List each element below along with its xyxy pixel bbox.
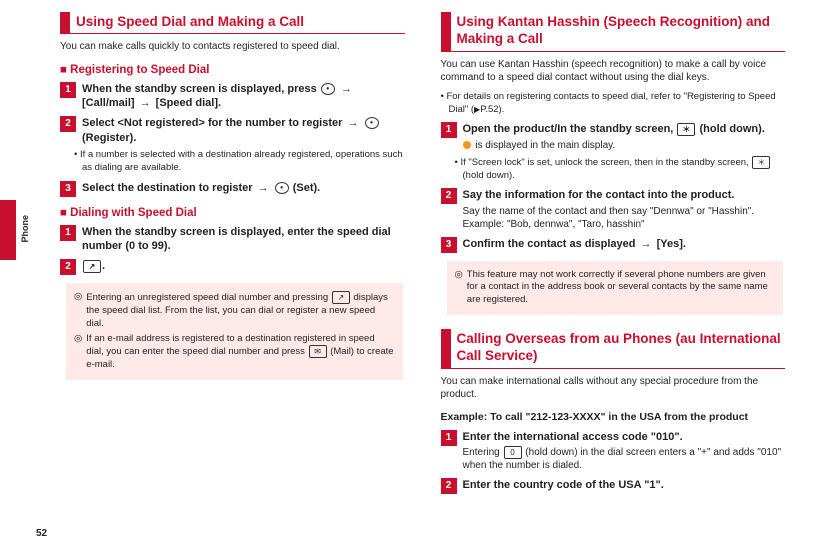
intro-intl: You can make international calls without… xyxy=(441,375,786,402)
step-number: 2 xyxy=(441,188,457,204)
step-2-register: 2 Select <Not registered> for the number… xyxy=(60,116,405,145)
step-number: 3 xyxy=(441,237,457,253)
call-key-icon: ↗ xyxy=(83,260,101,273)
info-box-left: ◎Entering an unregistered speed dial num… xyxy=(66,283,403,380)
star-key-icon: ＊ xyxy=(677,123,695,136)
intro-speed-dial: You can make calls quickly to contacts r… xyxy=(60,40,405,54)
step-3-register: 3 Select the destination to register → •… xyxy=(60,181,405,197)
step-2-kantan-text: Say the information for the contact into… xyxy=(463,188,786,230)
step-1-kantan-note: If "Screen lock" is set, unlock the scre… xyxy=(463,156,786,183)
mail-key-icon: ✉ xyxy=(309,345,327,358)
star-key-icon: ＊ xyxy=(752,156,770,169)
step-2-dial: 2 ↗. xyxy=(60,259,405,275)
side-section-label: Phone xyxy=(20,215,30,243)
heading-intl-text: Calling Overseas from au Phones (au Inte… xyxy=(451,329,786,369)
center-key-icon: • xyxy=(275,182,289,194)
step-1-register: 1 When the standby screen is displayed, … xyxy=(60,82,405,111)
step-number: 3 xyxy=(60,181,76,197)
heading-speed-dial-text: Using Speed Dial and Making a Call xyxy=(70,12,405,34)
heading-kantan-text: Using Kantan Hasshin (Speech Recognition… xyxy=(451,12,786,52)
bullet-icon: ◎ xyxy=(74,333,82,372)
bullet-icon: ◎ xyxy=(455,269,463,307)
info-box-right-text: This feature may not work correctly if s… xyxy=(467,269,775,307)
right-column: Using Kantan Hasshin (Speech Recognition… xyxy=(427,0,815,551)
call-key-icon: ↗ xyxy=(332,291,350,304)
step-2-intl-text: Enter the country code of the USA "1". xyxy=(463,478,786,494)
center-key-icon: • xyxy=(365,117,379,129)
step-2-kantan: 2 Say the information for the contact in… xyxy=(441,188,786,230)
step-number: 1 xyxy=(60,82,76,98)
info-box-item-a: Entering an unregistered speed dial numb… xyxy=(86,291,394,330)
heading-kantan: Using Kantan Hasshin (Speech Recognition… xyxy=(441,12,786,52)
info-box-right: ◎This feature may not work correctly if … xyxy=(447,261,784,315)
step-2-kantan-sub: Say the name of the contact and then say… xyxy=(463,205,786,231)
step-3-text: Select the destination to register → • (… xyxy=(82,181,405,197)
step-1-kantan-sub: is displayed in the main display. xyxy=(475,140,615,151)
ref-arrow-icon: ▶ xyxy=(474,105,480,114)
example-label: Example: To call "212-123-XXXX" in the U… xyxy=(441,410,786,424)
step-2-text: Select <Not registered> for the number t… xyxy=(82,116,405,145)
step-number: 1 xyxy=(441,122,457,138)
step-2-dial-text: ↗. xyxy=(82,259,405,275)
zero-key-icon: 0 xyxy=(504,446,522,459)
step-1-kantan: 1 Open the product/In the standby screen… xyxy=(441,122,786,151)
step-number: 1 xyxy=(441,430,457,446)
subhead-registering: Registering to Speed Dial xyxy=(60,64,405,76)
bullet-icon: ◎ xyxy=(74,291,82,330)
step-3-kantan: 3 Confirm the contact as displayed → [Ye… xyxy=(441,237,786,253)
step-number: 1 xyxy=(60,225,76,241)
page-content: Using Speed Dial and Making a Call You c… xyxy=(0,0,815,551)
subhead-dialing: Dialing with Speed Dial xyxy=(60,207,405,219)
step-1-intl: 1 Enter the international access code "0… xyxy=(441,430,786,472)
center-key-icon: • xyxy=(321,83,335,95)
step-1-dial: 1 When the standby screen is displayed, … xyxy=(60,225,405,254)
step-2-intl: 2 Enter the country code of the USA "1". xyxy=(441,478,786,494)
step-1-intl-sub: Entering 0 (hold down) in the dial scree… xyxy=(463,446,786,472)
heading-intl: Calling Overseas from au Phones (au Inte… xyxy=(441,329,786,369)
left-column: Using Speed Dial and Making a Call You c… xyxy=(0,0,427,551)
side-tab xyxy=(0,200,16,260)
page-number: 52 xyxy=(36,528,47,539)
step-1-dial-text: When the standby screen is displayed, en… xyxy=(82,225,405,254)
step-1-text: When the standby screen is displayed, pr… xyxy=(82,82,405,111)
info-box-item-b: If an e-mail address is registered to a … xyxy=(86,333,394,372)
intro-kantan: You can use Kantan Hasshin (speech recog… xyxy=(441,58,786,85)
step-2-note: If a number is selected with a destinati… xyxy=(82,149,405,175)
step-1-intl-text: Enter the international access code "010… xyxy=(463,430,786,472)
step-1-kantan-text: Open the product/In the standby screen, … xyxy=(463,122,786,151)
step-number: 2 xyxy=(60,116,76,132)
step-3-kantan-text: Confirm the contact as displayed → [Yes]… xyxy=(463,237,786,253)
step-number: 2 xyxy=(60,259,76,275)
step-number: 2 xyxy=(441,478,457,494)
heading-speed-dial: Using Speed Dial and Making a Call xyxy=(60,12,405,34)
orange-indicator-icon xyxy=(463,141,471,149)
intro-kantan-note: For details on registering contacts to s… xyxy=(449,91,786,117)
